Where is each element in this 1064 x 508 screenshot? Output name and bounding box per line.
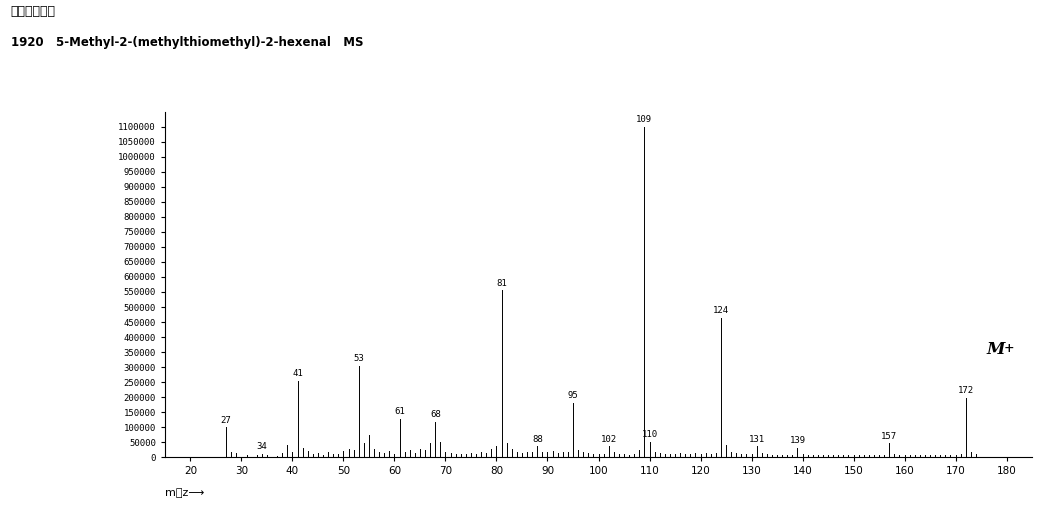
Text: 157: 157 (881, 432, 897, 440)
Text: +: + (1004, 342, 1015, 355)
Text: 81: 81 (496, 279, 506, 288)
Text: 34: 34 (256, 442, 267, 452)
Text: 124: 124 (713, 306, 729, 315)
Text: 109: 109 (636, 115, 652, 124)
Text: 61: 61 (394, 407, 405, 417)
Text: 88: 88 (532, 435, 543, 443)
Text: 110: 110 (642, 430, 658, 439)
Text: 27: 27 (220, 416, 232, 425)
Text: 68: 68 (430, 410, 440, 419)
Text: 1920   5-Methyl-2-(methylthiomethyl)-2-hexenal   MS: 1920 5-Methyl-2-(methylthiomethyl)-2-hex… (11, 36, 363, 49)
Text: m・z⟶: m・z⟶ (165, 488, 204, 498)
Text: M: M (986, 341, 1004, 358)
Text: アバンダンス: アバンダンス (11, 5, 55, 18)
Text: 53: 53 (353, 354, 364, 363)
Text: 41: 41 (293, 369, 303, 378)
Text: 95: 95 (567, 391, 579, 400)
Text: 131: 131 (749, 435, 765, 443)
Text: 139: 139 (789, 436, 805, 445)
Text: 102: 102 (601, 435, 617, 443)
Text: 172: 172 (958, 386, 974, 395)
